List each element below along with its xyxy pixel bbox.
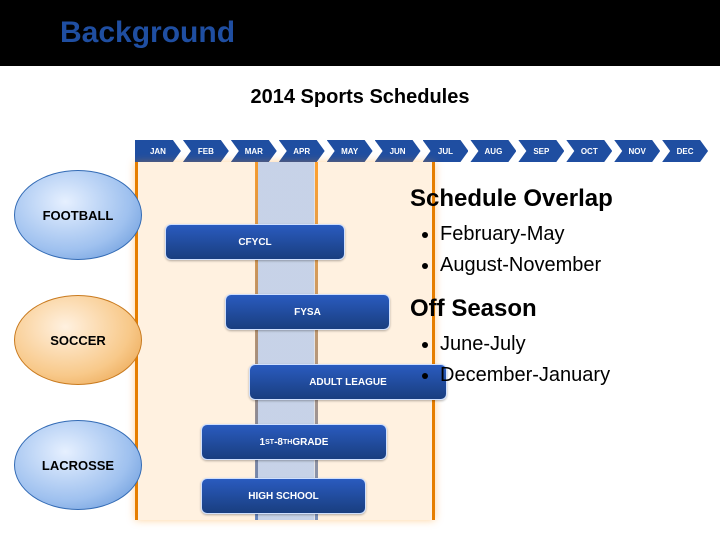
page-title: Background	[60, 16, 235, 50]
list-item: August-November	[440, 254, 700, 277]
month-mar: MAR	[231, 140, 277, 162]
section-list: February-May August-November	[440, 223, 700, 277]
gantt-background	[135, 162, 435, 520]
month-aug: AUG	[470, 140, 516, 162]
month-jul: JUL	[423, 140, 469, 162]
list-item: December-January	[440, 364, 700, 387]
month-feb: FEB	[183, 140, 229, 162]
gantt-bar: CFYCL	[165, 224, 345, 260]
section-heading: Schedule Overlap	[410, 185, 700, 213]
list-item: February-May	[440, 223, 700, 246]
right-panel: Schedule Overlap February-May August-Novem…	[410, 185, 700, 405]
sport-bubble-lacrosse: LACROSSE	[14, 420, 142, 510]
sport-bubble-football: FOOTBALL	[14, 170, 142, 260]
month-sep: SEP	[518, 140, 564, 162]
month-may: MAY	[327, 140, 373, 162]
gantt-bar: 1ST-8TH GRADE	[201, 424, 387, 460]
gantt-vline	[255, 162, 258, 520]
sport-bubble-soccer: SOCCER	[14, 295, 142, 385]
month-dec: DEC	[662, 140, 708, 162]
month-jan: JAN	[135, 140, 181, 162]
subtitle: 2014 Sports Schedules	[0, 86, 720, 109]
gantt-region: CFYCLFYSAADULT LEAGUE1ST-8TH GRADEHIGH S…	[135, 162, 435, 520]
gantt-vline	[315, 162, 318, 520]
month-apr: APR	[279, 140, 325, 162]
section-list: June-July December-January	[440, 333, 700, 387]
list-item: June-July	[440, 333, 700, 356]
section-heading: Off Season	[410, 295, 700, 323]
month-nov: NOV	[614, 140, 660, 162]
month-oct: OCT	[566, 140, 612, 162]
header-bar: Background	[0, 0, 720, 66]
gantt-bar: FYSA	[225, 294, 390, 330]
month-jun: JUN	[375, 140, 421, 162]
months-row: JANFEBMARAPRMAYJUNJULAUGSEPOCTNOVDEC	[135, 140, 708, 162]
gantt-bar: HIGH SCHOOL	[201, 478, 366, 514]
